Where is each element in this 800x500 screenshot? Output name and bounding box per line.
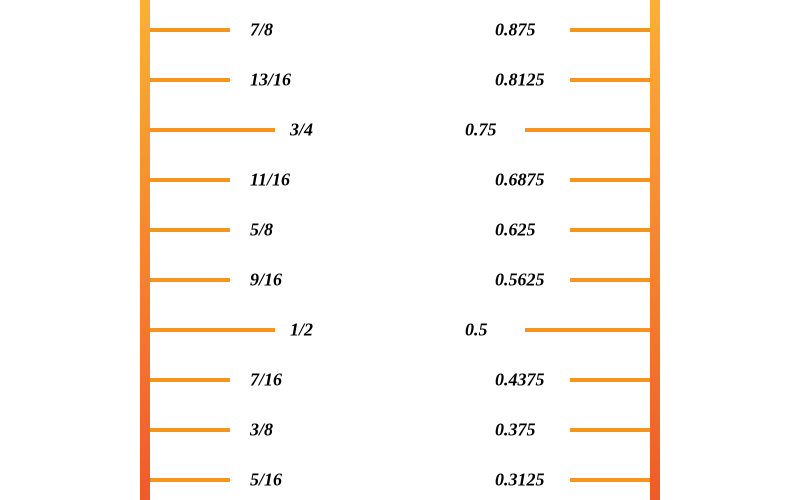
right-tick xyxy=(570,278,650,282)
right-tick xyxy=(525,328,650,332)
left-tick-label: 5/8 xyxy=(250,220,273,241)
left-tick-label: 13/16 xyxy=(250,70,291,91)
right-tick-label: 0.3125 xyxy=(495,470,545,491)
right-tick xyxy=(570,178,650,182)
left-tick xyxy=(150,28,230,32)
right-tick-label: 0.5625 xyxy=(495,270,545,291)
left-tick xyxy=(150,228,230,232)
left-tick xyxy=(150,428,230,432)
left-tick-label: 7/16 xyxy=(250,370,282,391)
left-tick-label: 1/2 xyxy=(290,320,313,341)
right-tick xyxy=(570,378,650,382)
right-tick-label: 0.4375 xyxy=(495,370,545,391)
right-tick xyxy=(525,128,650,132)
left-tick xyxy=(150,178,230,182)
left-tick xyxy=(150,328,275,332)
left-tick-label: 9/16 xyxy=(250,270,282,291)
right-tick-label: 0.375 xyxy=(495,420,536,441)
left-tick xyxy=(150,78,230,82)
left-tick-label: 11/16 xyxy=(250,170,290,191)
left-tick-label: 7/8 xyxy=(250,20,273,41)
right-tick-label: 0.875 xyxy=(495,20,536,41)
right-tick-label: 0.625 xyxy=(495,220,536,241)
left-tick-label: 3/4 xyxy=(290,120,313,141)
left-tick-label: 3/8 xyxy=(250,420,273,441)
left-tick xyxy=(150,378,230,382)
right-tick xyxy=(570,428,650,432)
left-tick xyxy=(150,128,275,132)
right-tick-label: 0.8125 xyxy=(495,70,545,91)
right-tick-label: 0.6875 xyxy=(495,170,545,191)
left-tick-label: 5/16 xyxy=(250,470,282,491)
right-ruler-bar xyxy=(650,0,660,500)
right-tick xyxy=(570,78,650,82)
right-tick xyxy=(570,28,650,32)
right-tick-label: 0.75 xyxy=(465,120,497,141)
right-tick xyxy=(570,478,650,482)
left-tick xyxy=(150,278,230,282)
right-tick-label: 0.5 xyxy=(465,320,488,341)
left-ruler-bar xyxy=(140,0,150,500)
right-tick xyxy=(570,228,650,232)
left-tick xyxy=(150,478,230,482)
